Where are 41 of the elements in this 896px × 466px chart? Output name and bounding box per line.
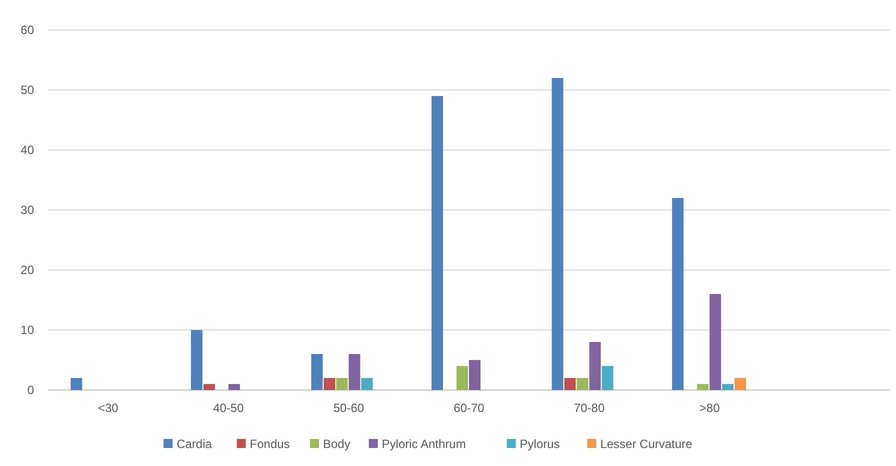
- y-tick-label: 60: [20, 23, 34, 38]
- bar: [348, 354, 360, 390]
- legend-label: Cardia: [176, 437, 212, 452]
- x-tick-label: 50-60: [333, 401, 364, 415]
- y-tick-label: 50: [20, 83, 34, 98]
- bar: [311, 354, 323, 390]
- y-tick-label: 10: [20, 323, 34, 338]
- x-tick-label: >80: [699, 401, 720, 415]
- x-tick-label: 70-80: [574, 401, 605, 415]
- legend-label: Pyloric Anthrum: [382, 437, 466, 452]
- bar: [203, 384, 215, 390]
- bar: [722, 384, 734, 390]
- bar: [710, 294, 722, 390]
- bar: [469, 360, 480, 390]
- bar: [432, 96, 443, 390]
- legend-label: Fondus: [250, 437, 290, 452]
- bar: [361, 378, 373, 390]
- legend-label: Pylorus: [520, 437, 560, 452]
- bar: [564, 378, 576, 390]
- bar: [324, 378, 336, 390]
- legend-label: Body: [323, 437, 350, 452]
- bar: [576, 378, 588, 390]
- bar: [228, 384, 240, 390]
- bar: [552, 78, 564, 390]
- bar: [602, 366, 614, 390]
- bar: [190, 330, 202, 390]
- y-tick-label: 40: [20, 143, 34, 158]
- legend-label: Lesser Curvature: [600, 437, 693, 452]
- y-tick-label: 30: [20, 203, 34, 218]
- bar: [734, 378, 746, 390]
- x-tick-label: <30: [98, 401, 119, 415]
- bar: [70, 378, 82, 390]
- x-tick-label: 40-50: [213, 401, 244, 415]
- bar: [672, 198, 684, 390]
- bar: [456, 366, 468, 390]
- y-tick-label: 20: [20, 263, 34, 278]
- bar: [589, 342, 601, 390]
- bar: [697, 384, 709, 390]
- y-tick-label: 0: [27, 383, 34, 398]
- bar: [336, 378, 348, 390]
- x-tick-label: 60-70: [454, 401, 485, 415]
